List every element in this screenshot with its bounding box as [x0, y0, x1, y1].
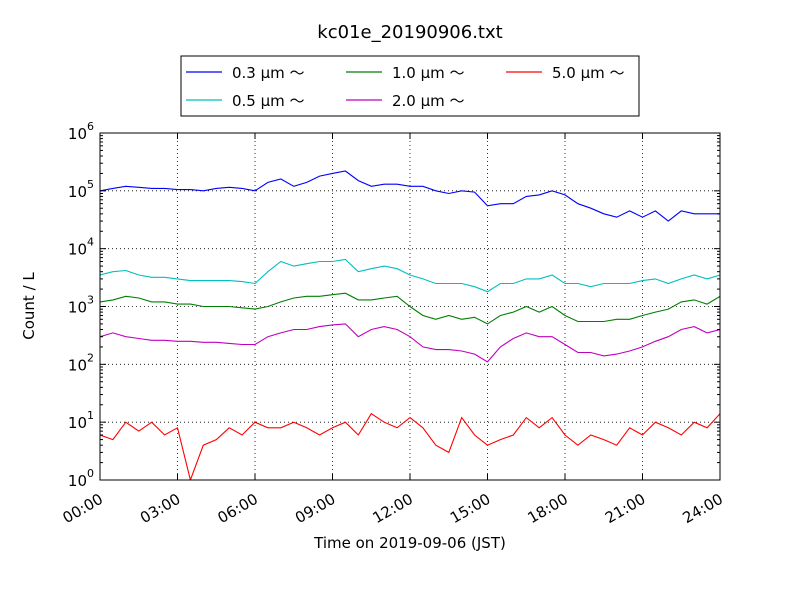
x-tick-label: 21:00 [602, 490, 648, 527]
legend: 0.3 µm ～ 0.5 µm ～ 1.0 µm ～ 2.0 µm ～ 5.0 µm ～ [180, 55, 640, 117]
x-axis-label: Time on 2019-09-06 (JST) [313, 534, 506, 552]
y-tick-exponent: 5 [87, 178, 94, 191]
y-tick-label: 106 [68, 120, 94, 143]
x-tick-label: 03:00 [137, 490, 183, 527]
x-tick-label: 24:00 [680, 490, 726, 527]
y-axis-label: Count / L [20, 272, 38, 340]
y-tick-exponent: 2 [87, 351, 94, 364]
x-tick-label: 18:00 [525, 490, 571, 527]
x-tick-label: 15:00 [447, 490, 493, 527]
series-line-4 [100, 323, 720, 363]
series-line-1 [100, 170, 720, 222]
y-tick-label: 103 [68, 294, 94, 317]
legend-box [180, 55, 640, 117]
legend-label: 0.3 µm ～ [232, 64, 305, 82]
x-tick-label: 06:00 [215, 490, 261, 527]
legend-label: 2.0 µm ～ [392, 92, 465, 110]
y-tick-label: 105 [68, 178, 94, 201]
series-lines [100, 170, 720, 480]
y-tick-label: 102 [68, 351, 94, 374]
y-tick-exponent: 3 [87, 294, 94, 307]
x-tick-label: 09:00 [292, 490, 338, 527]
y-tick-label: 101 [68, 409, 94, 432]
series-line-2 [100, 258, 720, 293]
series-line-3 [100, 292, 720, 325]
x-tick-label: 12:00 [370, 490, 416, 527]
y-tick-exponent: 6 [87, 120, 94, 133]
x-tick-label: 00:00 [60, 490, 106, 527]
gridlines [100, 133, 720, 480]
y-tick-exponent: 0 [87, 467, 94, 480]
axis-ticks [99, 132, 721, 481]
y-tick-label: 100 [68, 467, 94, 490]
y-tick-exponent: 4 [87, 236, 94, 249]
y-tick-exponent: 1 [87, 409, 94, 422]
y-tick-label: 104 [68, 236, 94, 259]
legend-label: 0.5 µm ～ [232, 92, 305, 110]
legend-label: 5.0 µm ～ [552, 64, 625, 82]
x-tick-labels: 00:00 03:00 06:00 09:00 12:00 15:00 18:00 21:00… [60, 490, 726, 527]
legend-label: 1.0 µm ～ [392, 64, 465, 82]
series-line-5 [100, 412, 720, 480]
chart-title: kc01e_20190906.txt [317, 22, 502, 43]
